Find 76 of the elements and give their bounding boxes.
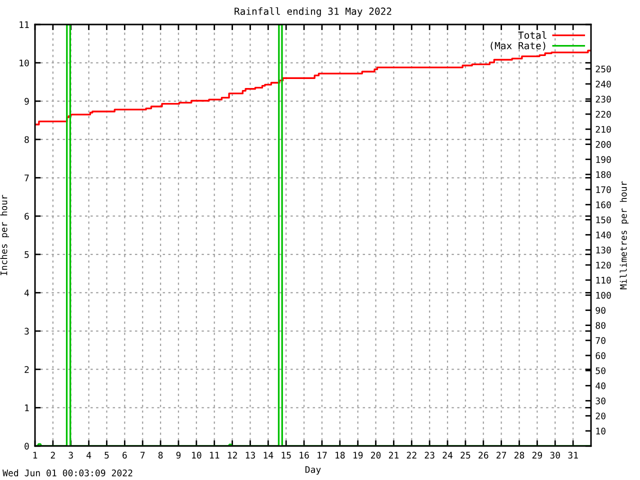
x-tick-label: 30 (550, 452, 560, 459)
y-tick-label: 4 (24, 290, 30, 296)
x-tick-label: 15 (282, 452, 291, 459)
x-tick-label: 12 (228, 452, 237, 458)
x-tick-label: 14 (264, 452, 274, 458)
x-tick-label: 29 (532, 452, 542, 459)
x-tick-label: 3 (68, 452, 73, 459)
x-tick-label: 4 (86, 452, 92, 458)
x-tick-label: 17 (318, 452, 327, 458)
x-axis-title: Day (305, 466, 321, 475)
y2-tick-label: 230 (596, 96, 611, 103)
y2-tick-label: 150 (596, 216, 611, 224)
x-tick-label: 25 (460, 452, 470, 459)
y2-tick-label: 200 (596, 141, 611, 148)
legend-label: (Max Rate) (490, 42, 546, 50)
x-tick-label: 23 (424, 452, 434, 459)
y2-tick-label: 160 (596, 201, 611, 208)
x-tick-label: 8 (158, 452, 163, 459)
y2-tick-label: 40 (596, 382, 606, 390)
y-tick-label: 3 (24, 328, 29, 335)
y-tick-label: 9 (24, 98, 29, 105)
text: Wed Jun 01 00:03:09 2022 (2, 469, 132, 476)
x-tick-label: 24 (442, 452, 453, 458)
y2-tick-label: 170 (596, 186, 611, 194)
y2-tick-label: 80 (596, 322, 606, 329)
y2-tick-label: 130 (596, 246, 611, 254)
x-tick-label: 9 (176, 452, 181, 459)
y2-tick-label: 210 (596, 126, 611, 133)
y2-tick-label: 180 (596, 171, 611, 178)
x-tick-label: 31 (568, 452, 578, 459)
y2-tick-label: 250 (596, 66, 611, 72)
y-tick-label: 10 (20, 60, 29, 66)
y-tick-label: 2 (24, 366, 29, 373)
x-tick-label: 26 (478, 452, 488, 459)
x-tick-label: 11 (210, 452, 220, 458)
x-tick-label: 21 (388, 452, 399, 458)
y-tick-label: 7 (24, 174, 29, 182)
y2-tick-label: 50 (596, 367, 606, 374)
y2-tick-label: 30 (596, 397, 606, 404)
x-tick-label: 18 (336, 452, 345, 459)
x-tick-label: 27 (496, 452, 506, 458)
line-series (35, 24, 591, 446)
x-tick-label: 19 (353, 452, 363, 459)
y2-tick-label: 10 (596, 428, 606, 434)
y2-tick-label: 60 (596, 352, 606, 360)
y2-tick-label: 70 (596, 337, 606, 344)
y2-axis-title: Millimetres per hour (620, 181, 629, 290)
y2-tick-label: 100 (596, 292, 611, 299)
x-tick-label: 22 (406, 452, 416, 458)
x-tick-label: 2 (50, 452, 55, 458)
y-tick-label: 11 (20, 21, 29, 28)
y-tick-label: 0 (24, 442, 29, 450)
x-tick-label: 20 (371, 452, 381, 459)
y-tick-label: 8 (24, 136, 29, 144)
x-tick-label: 16 (300, 452, 309, 459)
y2-tick-label: 220 (596, 110, 611, 118)
y2-tick-label: 90 (596, 306, 606, 314)
y2-tick-label: 140 (596, 232, 611, 238)
x-tick-label: 10 (192, 452, 202, 459)
y2-tick-label: 110 (596, 276, 611, 284)
y-tick-label: 6 (24, 212, 29, 220)
x-tick-label: 13 (246, 452, 255, 459)
x-tick-label: 7 (140, 452, 145, 458)
x-tick-label: 1 (33, 452, 38, 458)
x-tick-label: 5 (104, 452, 109, 459)
y-tick-label: 1 (25, 404, 29, 412)
y2-tick-label: 120 (596, 262, 611, 269)
y-tick-label: 5 (24, 251, 29, 258)
y-axis-title: Inches per hour (0, 194, 9, 276)
y2-tick-label: 20 (596, 412, 606, 420)
y2-tick-label: 240 (596, 80, 611, 88)
x-tick-label: 28 (514, 452, 524, 459)
chart-title: Rainfall ending 31 May 2022 (234, 7, 392, 17)
y2-tick-label: 190 (596, 156, 611, 163)
x-tick-label: 6 (122, 452, 127, 459)
legend-label: Total (518, 31, 546, 39)
